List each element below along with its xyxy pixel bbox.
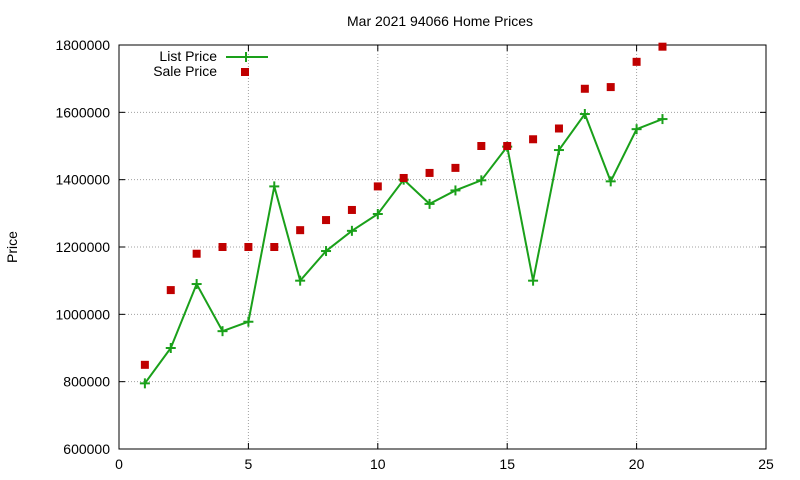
- y-tick-label: 600000: [63, 441, 110, 457]
- list-price-point: [295, 275, 306, 286]
- legend: List Price Sale Price: [153, 48, 268, 79]
- sale-price-point: [451, 163, 460, 172]
- y-tick-label: 1200000: [55, 239, 110, 255]
- sale-price-point: [399, 173, 408, 182]
- x-tick-label: 5: [245, 456, 253, 472]
- sale-price-point: [166, 286, 175, 295]
- sale-price-point: [140, 360, 149, 369]
- list-price-point: [243, 316, 254, 327]
- chart-title: Mar 2021 94066 Home Prices: [347, 13, 533, 29]
- list-price-point: [191, 279, 202, 290]
- list-price-point: [657, 114, 668, 125]
- x-tick-label: 15: [499, 456, 515, 472]
- sale-price-point: [244, 243, 253, 251]
- sale-price-point: [503, 142, 512, 150]
- list-price-point: [631, 124, 642, 135]
- x-tick-label: 0: [115, 456, 123, 472]
- sale-price-point: [658, 42, 667, 51]
- list-price-point: [579, 109, 590, 120]
- sale-price-point: [632, 57, 641, 66]
- list-price-point: [346, 225, 357, 236]
- x-tick-label: 25: [758, 456, 774, 472]
- list-price-point: [553, 145, 564, 156]
- y-tick-label: 1400000: [55, 172, 110, 188]
- sale-price-point: [580, 84, 589, 93]
- legend-marker-sale-price: [241, 68, 249, 76]
- y-tick-label: 1800000: [55, 37, 110, 53]
- list-price-point: [372, 209, 383, 220]
- list-price-point: [139, 378, 150, 389]
- y-tick-label: 1600000: [55, 104, 110, 120]
- sale-price-point: [554, 124, 563, 133]
- y-tick-label: 1000000: [55, 306, 110, 322]
- legend-label-list-price: List Price: [159, 48, 217, 64]
- sale-price-point: [296, 226, 305, 235]
- list-price-point: [605, 176, 616, 187]
- list-price-point: [476, 175, 487, 186]
- list-price-point: [528, 275, 539, 286]
- sale-price-point: [606, 83, 615, 92]
- sale-price-point: [477, 142, 486, 150]
- sale-price-point: [529, 135, 538, 144]
- data-series: [139, 42, 668, 389]
- axes: [118, 44, 767, 450]
- list-price-point: [165, 343, 176, 353]
- sale-price-point: [218, 243, 227, 251]
- tick-labels: 0 5 10 15 20 25 600000 800000 1000000 1200000 1400…: [55, 37, 774, 472]
- sale-price-point: [270, 243, 279, 251]
- x-tick-label: 10: [370, 456, 386, 472]
- y-axis-label: Price: [4, 231, 20, 263]
- sale-price-point: [373, 182, 382, 191]
- sale-price-point: [425, 168, 434, 177]
- list-price-point: [424, 198, 435, 209]
- list-price-point: [269, 181, 280, 192]
- list-price-point: [321, 246, 332, 257]
- legend-label-sale-price: Sale Price: [153, 63, 217, 79]
- y-tick-label: 800000: [63, 374, 110, 390]
- list-price-point: [217, 326, 228, 337]
- sale-price-point: [192, 249, 201, 258]
- sale-price-point: [322, 216, 331, 225]
- list-price-point: [450, 185, 461, 196]
- legend-marker-list-price: [241, 52, 251, 62]
- sale-price-point: [347, 205, 356, 214]
- x-tick-label: 20: [629, 456, 645, 472]
